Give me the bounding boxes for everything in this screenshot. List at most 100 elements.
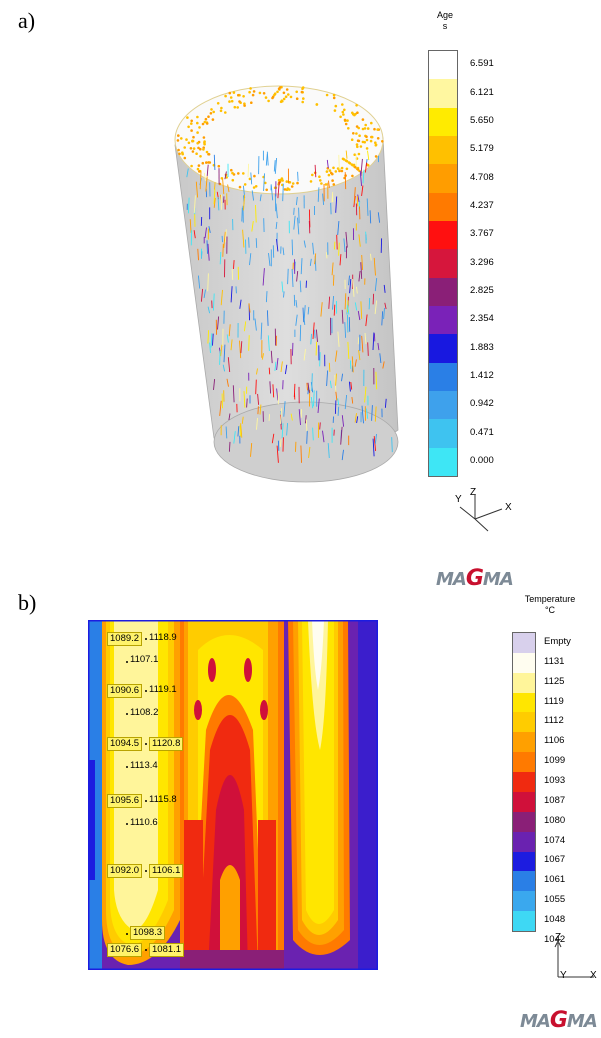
magma-logo-a-post: MA	[482, 569, 514, 590]
particle-streak	[361, 254, 364, 271]
particle-dot	[353, 113, 356, 117]
particle-streak	[242, 229, 245, 248]
particle-streak	[304, 415, 307, 424]
particle-streak	[308, 220, 311, 234]
particle-streak	[366, 408, 369, 419]
particle-dot	[230, 168, 233, 172]
particle-dot	[301, 86, 305, 89]
particle-streak	[349, 279, 352, 294]
particle-dot	[252, 186, 256, 189]
particle-dot	[348, 161, 352, 165]
particle-dot	[289, 95, 293, 99]
particle-dot	[374, 155, 378, 158]
legend-b-tick-label: 1048	[544, 914, 566, 926]
magma-logo-b: MAGMA	[520, 1008, 598, 1033]
legend-a-color-cell	[429, 334, 457, 363]
particle-streak	[204, 227, 207, 239]
particle-streak	[341, 309, 344, 324]
particle-streak	[223, 196, 225, 203]
particle-streak	[256, 417, 258, 430]
particle-dot	[285, 88, 289, 91]
particle-streak	[203, 289, 206, 298]
particle-streak	[341, 415, 345, 427]
particle-dot	[320, 182, 323, 185]
legend-b-color-cell	[513, 672, 535, 693]
probe-value: 1119.1	[149, 684, 177, 695]
legend-b-color-cell	[513, 772, 535, 792]
particle-streak	[197, 248, 199, 261]
particle-streak	[334, 400, 337, 414]
particle-streak	[212, 333, 214, 346]
particle-streak	[213, 154, 216, 171]
particle-dot	[197, 146, 200, 150]
particle-streak	[373, 257, 376, 276]
particle-dot	[243, 102, 246, 105]
particle-streak	[213, 379, 216, 390]
axis-b-x-label: X	[590, 970, 597, 981]
particle-streak	[384, 398, 387, 408]
particle-streak	[269, 381, 272, 394]
legend-b-color-cell	[513, 652, 535, 673]
particle-streak	[207, 273, 209, 292]
particle-streak	[353, 187, 356, 204]
particle-dot	[252, 90, 256, 93]
particle-streak	[335, 196, 338, 213]
particle-dot	[181, 151, 184, 154]
particle-streak	[219, 251, 222, 265]
particle-dot	[186, 116, 189, 119]
particle-streak	[291, 239, 294, 256]
legend-a-color-cell	[429, 391, 457, 420]
particle-dot	[333, 109, 337, 112]
particle-dot	[332, 166, 335, 170]
particle-dot	[309, 180, 313, 183]
particle-dot	[344, 122, 348, 126]
particle-streak	[357, 310, 361, 321]
particle-streak	[223, 344, 226, 363]
age-legend-colorbar	[428, 50, 458, 477]
particle-streak	[374, 300, 378, 315]
particle-dot	[254, 185, 258, 188]
temperature-legend-colorbar	[512, 632, 536, 932]
particle-dot	[291, 182, 295, 185]
particle-dot	[205, 150, 209, 154]
particle-dot	[282, 97, 286, 101]
particle-streak	[359, 170, 363, 187]
particle-streak	[270, 185, 274, 201]
particle-dot	[196, 115, 199, 119]
particle-streak	[243, 194, 246, 211]
legend-a-color-cell	[429, 51, 457, 80]
particle-streak	[356, 416, 359, 424]
particle-streak	[276, 239, 279, 252]
legend-a-color-cell	[429, 447, 457, 476]
particle-streak	[247, 163, 250, 178]
particle-dot	[191, 139, 194, 143]
particle-streak	[374, 278, 378, 292]
axis-b-z-label: Z	[555, 932, 562, 943]
particle-streak	[337, 406, 340, 416]
particle-streak	[329, 380, 332, 389]
particle-streak	[286, 422, 289, 436]
temperature-legend-unit: °C	[544, 605, 556, 615]
particle-streak	[383, 284, 386, 293]
particle-streak	[372, 438, 375, 457]
legend-a-tick-label: 4.708	[470, 171, 494, 183]
particle-streak	[351, 397, 354, 404]
particle-dot	[355, 143, 359, 146]
legend-b-tick-label: 1093	[544, 775, 566, 786]
particle-dot	[373, 127, 376, 131]
probe-value: 1106.1	[149, 864, 184, 878]
legend-a-color-cell	[429, 192, 457, 221]
axis-triad-a	[459, 495, 503, 532]
particle-streak	[232, 385, 235, 403]
particle-dot	[198, 170, 201, 173]
legend-b-tick-label: 1125	[544, 675, 565, 687]
legend-a-color-cell	[429, 107, 457, 136]
particle-dot	[243, 183, 247, 186]
particle-streak	[195, 181, 199, 198]
particle-streak	[303, 305, 306, 320]
particle-streak	[348, 381, 351, 392]
particle-streak	[207, 243, 210, 261]
legend-b-color-cell	[513, 752, 535, 773]
particle-dot	[267, 99, 270, 103]
particle-streak	[375, 371, 378, 390]
